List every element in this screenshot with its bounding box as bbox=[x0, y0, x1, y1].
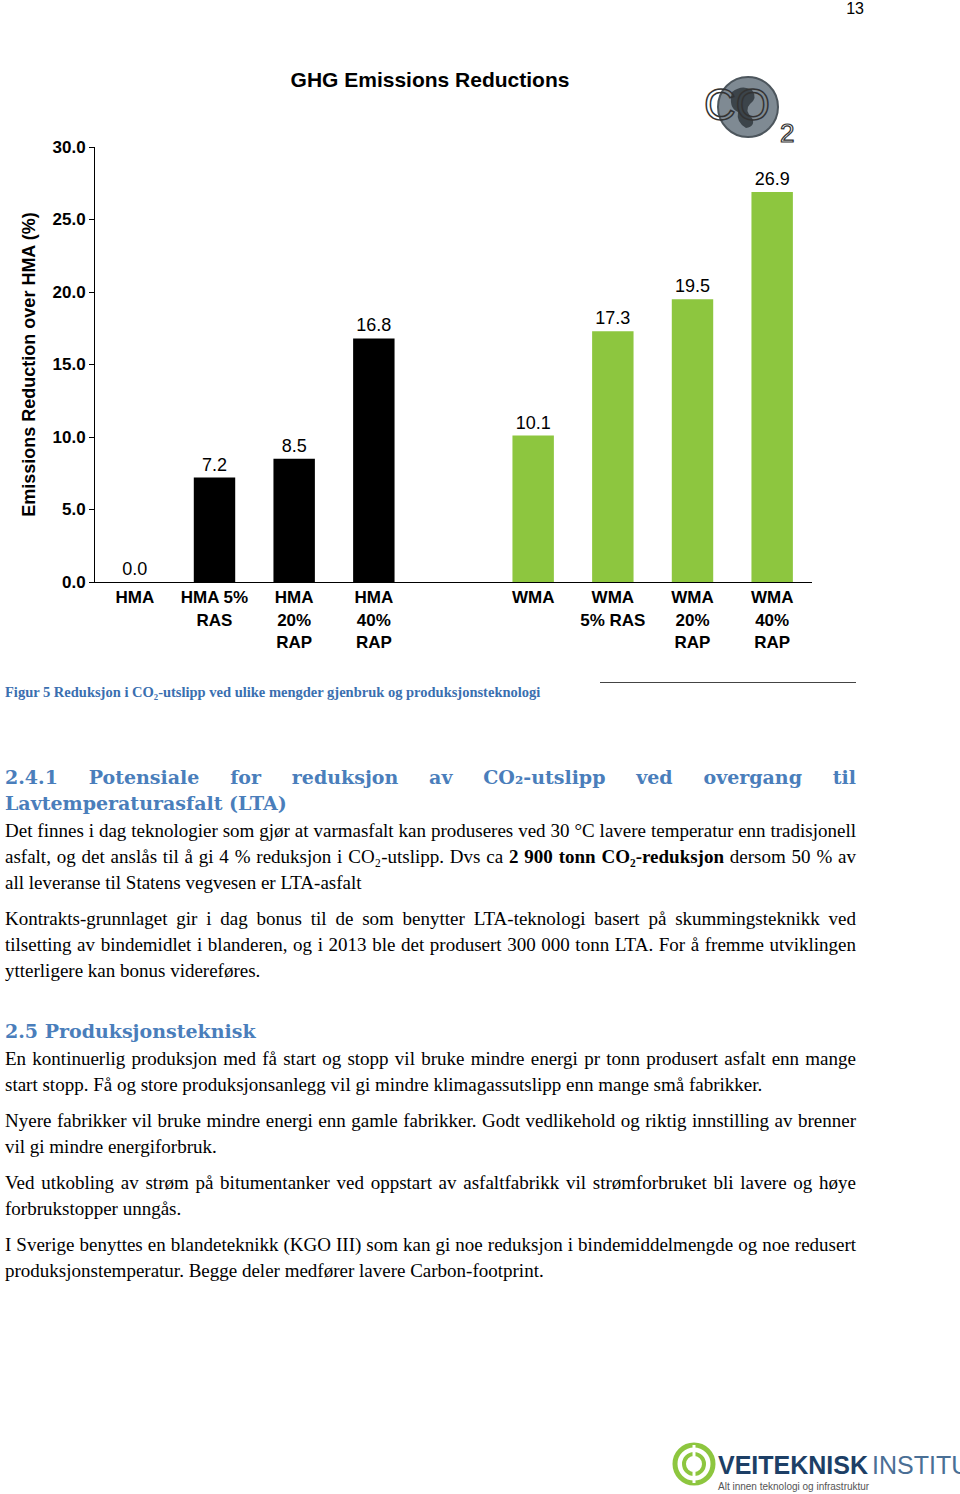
svg-text:5.0: 5.0 bbox=[62, 500, 86, 519]
svg-text:25.0: 25.0 bbox=[53, 210, 86, 229]
html-text:Ved utkobling av strøm på bitu: Ved utkobling av strøm på bitumentanker … bbox=[5, 1172, 856, 1219]
svg-text:30.0: 30.0 bbox=[53, 138, 86, 157]
html-text:2.5 Produksjonsteknisk: 2.5 Produksjonsteknisk bbox=[5, 1020, 256, 1042]
svg-text:WMA: WMA bbox=[512, 588, 554, 607]
svg-text:10.1: 10.1 bbox=[516, 413, 551, 433]
svg-text:GHG Emissions Reductions: GHG Emissions Reductions bbox=[291, 68, 570, 91]
svg-text:WMA20%RAP: WMA20%RAP bbox=[671, 588, 713, 651]
svg-text:HMA: HMA bbox=[115, 588, 154, 607]
svg-text:16.8: 16.8 bbox=[356, 315, 391, 335]
svg-text:26.9: 26.9 bbox=[755, 169, 790, 189]
svg-text:2: 2 bbox=[780, 118, 794, 148]
svg-text:HMA40%RAP: HMA40%RAP bbox=[354, 588, 393, 651]
html-text:13: 13 bbox=[846, 0, 864, 17]
svg-text:0.0: 0.0 bbox=[122, 559, 147, 579]
svg-text:15.0: 15.0 bbox=[53, 355, 86, 374]
html-text:2.4.1 Potensiale for reduksjon: 2.4.1 Potensiale for reduksjon av CO₂-ut… bbox=[5, 766, 856, 814]
svg-text:7.2: 7.2 bbox=[202, 455, 227, 475]
svg-text:WMA5% RAS: WMA5% RAS bbox=[580, 588, 645, 629]
svg-text:Emissions Reduction over HMA (: Emissions Reduction over HMA (%) bbox=[19, 212, 39, 516]
html-text:Det finnes i dag teknologier s: Det finnes i dag teknologier som gjør at… bbox=[5, 820, 856, 893]
svg-text:HMA 5%RAS: HMA 5%RAS bbox=[181, 588, 248, 629]
svg-text:0.0: 0.0 bbox=[62, 573, 86, 592]
svg-text:Alt innen teknologi og infrast: Alt innen teknologi og infrastruktur bbox=[718, 1481, 870, 1492]
html-text:Figur 5 Reduksjon i CO₂-utslip: Figur 5 Reduksjon i CO₂-utslipp ved ulik… bbox=[5, 684, 541, 700]
html-text:I Sverige benyttes en blandete: I Sverige benyttes en blandeteknikk (KGO… bbox=[5, 1234, 856, 1281]
svg-text:8.5: 8.5 bbox=[282, 436, 307, 456]
html-text:Nyere fabrikker vil bruke mind: Nyere fabrikker vil bruke mindre energi … bbox=[5, 1110, 856, 1157]
svg-text:CO: CO bbox=[704, 80, 770, 129]
html-text:Kontrakts-grunnlaget gir i dag: Kontrakts-grunnlaget gir i dag bonus til… bbox=[5, 908, 856, 981]
svg-text:VEITEKNISKINSTITUTT: VEITEKNISKINSTITUTT bbox=[718, 1451, 960, 1479]
svg-text:20.0: 20.0 bbox=[53, 283, 86, 302]
html-text:En kontinuerlig produksjon med: En kontinuerlig produksjon med få start … bbox=[5, 1048, 856, 1095]
svg-text:WMA40%RAP: WMA40%RAP bbox=[751, 588, 793, 651]
svg-text:19.5: 19.5 bbox=[675, 276, 710, 296]
svg-text:HMA20%RAP: HMA20%RAP bbox=[275, 588, 314, 651]
svg-text:10.0: 10.0 bbox=[53, 428, 86, 447]
svg-text:17.3: 17.3 bbox=[595, 308, 630, 328]
